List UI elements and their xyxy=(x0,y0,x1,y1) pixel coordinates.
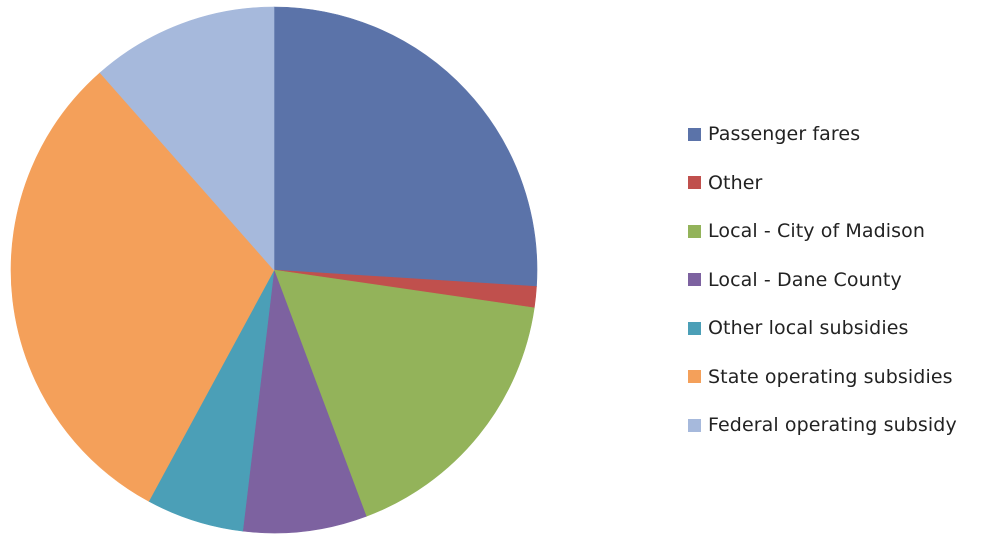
pie-slice-state-operating-subsidies xyxy=(10,72,275,502)
legend-item-federal-operating-subsidy: Federal operating subsidy xyxy=(688,401,957,450)
legend-item-passenger-fares: Passenger fares xyxy=(688,110,957,159)
legend-item-other: Other xyxy=(688,159,957,208)
legend-item-state-operating-subsidies: State operating subsidies xyxy=(688,353,957,402)
legend-label-state-operating-subsidies: State operating subsidies xyxy=(708,365,953,388)
legend-swatch-local-city-of-madison xyxy=(688,224,701,238)
legend-swatch-other-local-subsidies xyxy=(688,321,701,335)
legend-label-passenger-fares: Passenger fares xyxy=(708,123,861,146)
pie-slice-local-city-of-madison xyxy=(273,269,535,517)
pie-slice-local-dane-county xyxy=(242,269,367,534)
legend-swatch-federal-operating-subsidy xyxy=(688,418,701,432)
pie-svg xyxy=(10,6,538,534)
legend-swatch-other xyxy=(688,176,701,190)
legend: Passenger fares Other Local - City of Ma… xyxy=(688,110,957,450)
legend-swatch-passenger-fares xyxy=(688,127,701,141)
legend-swatch-local-dane-county xyxy=(688,273,701,287)
pie-chart xyxy=(10,6,538,534)
legend-item-local-city-of-madison: Local - City of Madison xyxy=(688,207,957,256)
legend-label-other-local-subsidies: Other local subsidies xyxy=(708,317,909,340)
legend-label-local-city-of-madison: Local - City of Madison xyxy=(708,220,926,243)
legend-item-local-dane-county: Local - Dane County xyxy=(688,256,957,305)
legend-item-other-local-subsidies: Other local subsidies xyxy=(688,304,957,353)
legend-label-local-dane-county: Local - Dane County xyxy=(708,268,902,291)
pie-slice-passenger-fares xyxy=(273,6,538,287)
pie-slice-federal-operating-subsidy xyxy=(99,6,275,271)
legend-label-federal-operating-subsidy: Federal operating subsidy xyxy=(708,414,957,437)
legend-label-other: Other xyxy=(708,171,763,194)
legend-swatch-state-operating-subsidies xyxy=(688,370,701,384)
